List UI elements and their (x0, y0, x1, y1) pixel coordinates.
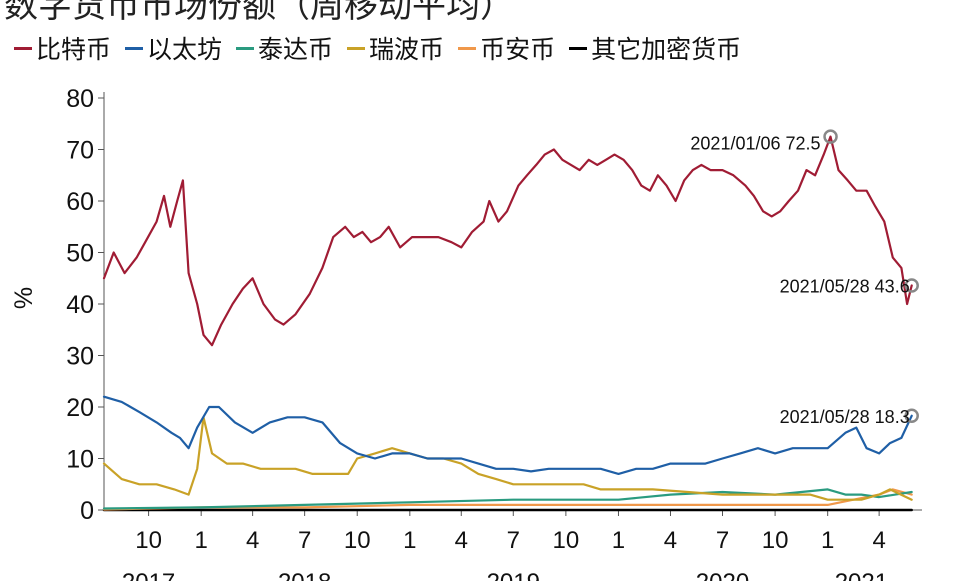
legend-swatch-eth (125, 46, 144, 50)
x-tick-label: 4 (246, 527, 259, 554)
legend-label-bnb: 币安币 (480, 35, 556, 64)
x-year-label: 2020 (696, 569, 749, 581)
y-tick-label: 50 (66, 240, 94, 268)
x-tick-label: 1 (403, 527, 416, 554)
x-tick-label: 10 (762, 527, 789, 554)
y-tick-label: 80 (66, 85, 94, 113)
legend-label-eth: 以太坊 (147, 35, 223, 64)
chart-title: 数字货币市场份额（周移动平均） (4, 0, 514, 26)
y-tick-label: 70 (66, 137, 94, 165)
legend-swatch-xrp (347, 46, 366, 50)
x-tick-label: 7 (298, 527, 311, 554)
series-lines (102, 135, 913, 512)
legend: 比特币 以太坊 泰达币 瑞波币 币安币 其它加密货币 (14, 30, 741, 66)
y-tick-label: 40 (66, 291, 94, 319)
y-tick-label: 20 (66, 394, 94, 422)
x-tick-label: 4 (872, 527, 885, 554)
legend-swatch-other (569, 46, 588, 50)
legend-item-bnb: 币安币 (458, 30, 555, 66)
legend-item-btc: 比特币 (14, 30, 111, 66)
x-year-label: 2019 (487, 569, 540, 581)
x-year-label: 2017 (122, 569, 175, 581)
series-line-xrp (102, 416, 913, 501)
x-tick-label: 4 (664, 527, 677, 554)
x-tick-label: 1 (612, 527, 625, 554)
legend-label-usdt: 泰达币 (258, 35, 334, 64)
x-tick-label: 10 (553, 527, 580, 554)
x-axis: 10 1 4 7 10 1 4 7 10 1 4 7 10 1 4 2017 2018 2019 2020 2021 (104, 509, 922, 581)
y-axis-label: % (10, 287, 38, 309)
x-tick-label: 10 (344, 527, 371, 554)
x-tick-label: 1 (821, 527, 834, 554)
legend-item-xrp: 瑞波币 (347, 30, 444, 66)
x-year-label: 2021 (835, 569, 888, 581)
legend-swatch-usdt (236, 46, 255, 50)
annotation-label: 2021/05/28 43.6 (780, 276, 910, 296)
x-year-label: 2018 (278, 569, 331, 581)
annotation-marker (904, 408, 919, 424)
legend-swatch-bnb (458, 46, 477, 50)
x-tick-label: 7 (716, 527, 729, 554)
annotations: 2021/01/06 72.5 2021/05/28 43.6 2021/05/28… (690, 129, 919, 427)
legend-label-btc: 比特币 (36, 35, 112, 64)
y-axis: 0 10 20 30 40 50 60 70 80% (10, 85, 105, 525)
x-tick-label: 1 (194, 527, 207, 554)
legend-swatch-btc (14, 46, 32, 50)
legend-item-other: 其它加密货币 (569, 30, 741, 66)
legend-item-eth: 以太坊 (125, 30, 222, 66)
x-tick-label: 7 (507, 527, 520, 554)
annotation-label: 2021/05/28 18.3 (780, 407, 910, 427)
annotation-marker (904, 278, 919, 293)
y-tick-label: 30 (66, 343, 94, 371)
x-tick-label: 4 (455, 527, 468, 554)
y-tick-label: 0 (80, 497, 94, 525)
x-tick-label: 10 (135, 527, 162, 554)
series-line-btc (102, 135, 913, 347)
legend-label-other: 其它加密货币 (591, 35, 742, 64)
legend-item-usdt: 泰达币 (236, 30, 333, 66)
y-tick-label: 10 (66, 446, 94, 474)
annotation-label: 2021/01/06 72.5 (690, 134, 820, 154)
series-line-eth (102, 395, 913, 475)
y-tick-label: 60 (66, 188, 94, 216)
legend-label-xrp: 瑞波币 (369, 35, 445, 64)
annotation-marker (823, 129, 838, 144)
